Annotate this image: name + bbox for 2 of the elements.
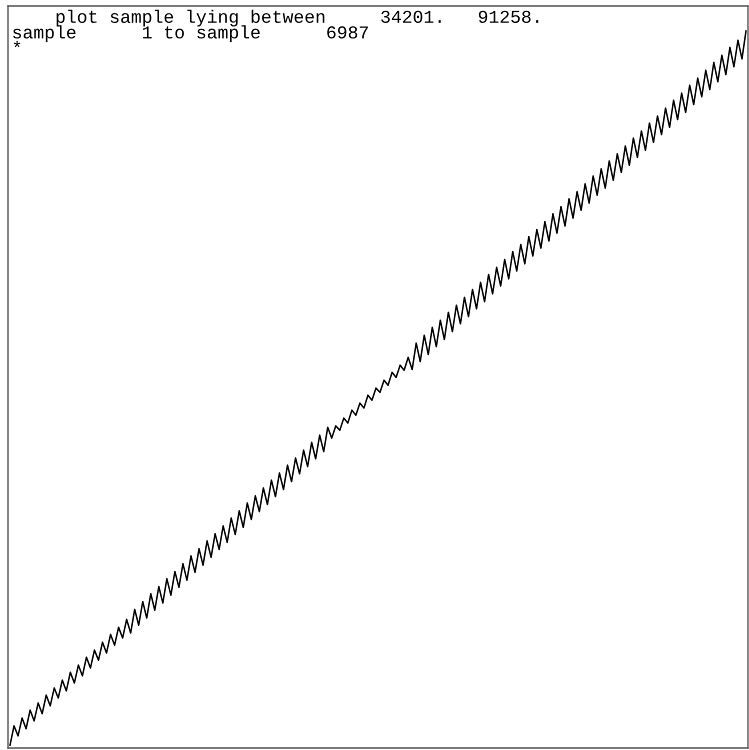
chart-subtitle: sample 1 to sample 6987 <box>13 25 368 42</box>
annotation: * <box>14 40 20 48</box>
